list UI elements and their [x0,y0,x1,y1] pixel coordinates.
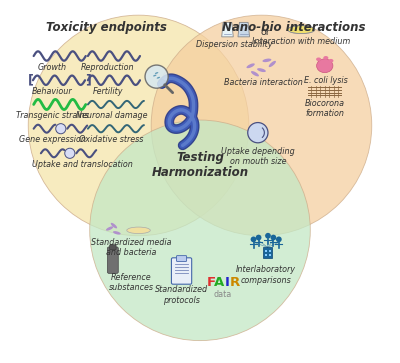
Ellipse shape [155,72,158,74]
Text: or: or [260,28,270,37]
Ellipse shape [257,68,266,72]
Ellipse shape [328,59,334,62]
Text: Uptake and translocation: Uptake and translocation [32,160,133,169]
FancyBboxPatch shape [172,258,192,284]
Text: Reproduction: Reproduction [81,62,135,72]
Text: Neuronal damage: Neuronal damage [76,111,147,120]
Ellipse shape [323,56,328,60]
Text: data: data [214,290,232,299]
Polygon shape [238,23,250,37]
Ellipse shape [113,231,121,234]
Ellipse shape [317,59,333,73]
Circle shape [276,236,282,242]
FancyBboxPatch shape [265,250,267,252]
Text: Reference
substances: Reference substances [109,273,154,292]
Text: A: A [214,276,224,289]
Text: Growth: Growth [38,62,67,72]
Text: Oxidative stress: Oxidative stress [79,135,144,144]
Circle shape [65,148,75,158]
Polygon shape [222,23,233,37]
Ellipse shape [106,227,113,231]
Text: Interaction with medium: Interaction with medium [252,37,350,46]
Ellipse shape [251,71,259,76]
Ellipse shape [262,58,271,62]
Text: ]: ] [85,74,91,87]
FancyBboxPatch shape [265,254,267,256]
Ellipse shape [157,77,160,79]
Circle shape [151,15,372,236]
Text: [: [ [28,74,34,87]
Circle shape [251,236,256,242]
FancyBboxPatch shape [108,247,118,273]
Text: E. coli lysis: E. coli lysis [304,76,348,85]
Text: Fertility: Fertility [92,87,123,96]
Text: R: R [230,276,240,289]
Text: Standardized
protocols: Standardized protocols [155,285,208,305]
Text: Transgenic strains: Transgenic strains [16,111,89,120]
Text: Gene expression: Gene expression [19,135,86,144]
Circle shape [265,233,271,238]
Text: Nano-bio interactions: Nano-bio interactions [222,21,366,34]
Ellipse shape [288,26,315,34]
Text: Behaviour: Behaviour [32,87,73,96]
Text: Biocorona
formation: Biocorona formation [305,99,345,118]
Ellipse shape [316,57,321,61]
Circle shape [145,65,168,88]
FancyBboxPatch shape [110,245,116,250]
Circle shape [56,124,66,134]
Text: Uptake depending
on mouth size: Uptake depending on mouth size [221,147,295,166]
FancyBboxPatch shape [270,254,271,256]
Ellipse shape [246,64,255,68]
Text: Toxicity endpoints: Toxicity endpoints [46,21,166,34]
Circle shape [90,120,310,340]
Ellipse shape [269,61,276,67]
FancyBboxPatch shape [270,250,271,252]
Circle shape [158,79,166,88]
Text: Standardized media
and bacteria: Standardized media and bacteria [91,237,172,257]
Text: Dispersion stability: Dispersion stability [196,40,273,49]
Circle shape [256,234,262,240]
FancyBboxPatch shape [263,247,272,258]
Circle shape [28,15,249,236]
Text: F: F [206,276,216,289]
Text: Bacteria interaction: Bacteria interaction [224,78,303,87]
Text: Testing
Harmonization: Testing Harmonization [152,151,248,179]
Circle shape [270,234,276,240]
Text: I: I [224,276,229,289]
Ellipse shape [127,227,150,233]
Text: Interlaboratory
comparisons: Interlaboratory comparisons [236,265,296,285]
Ellipse shape [153,75,156,77]
Ellipse shape [111,223,117,228]
FancyBboxPatch shape [176,256,187,261]
Circle shape [248,123,268,143]
